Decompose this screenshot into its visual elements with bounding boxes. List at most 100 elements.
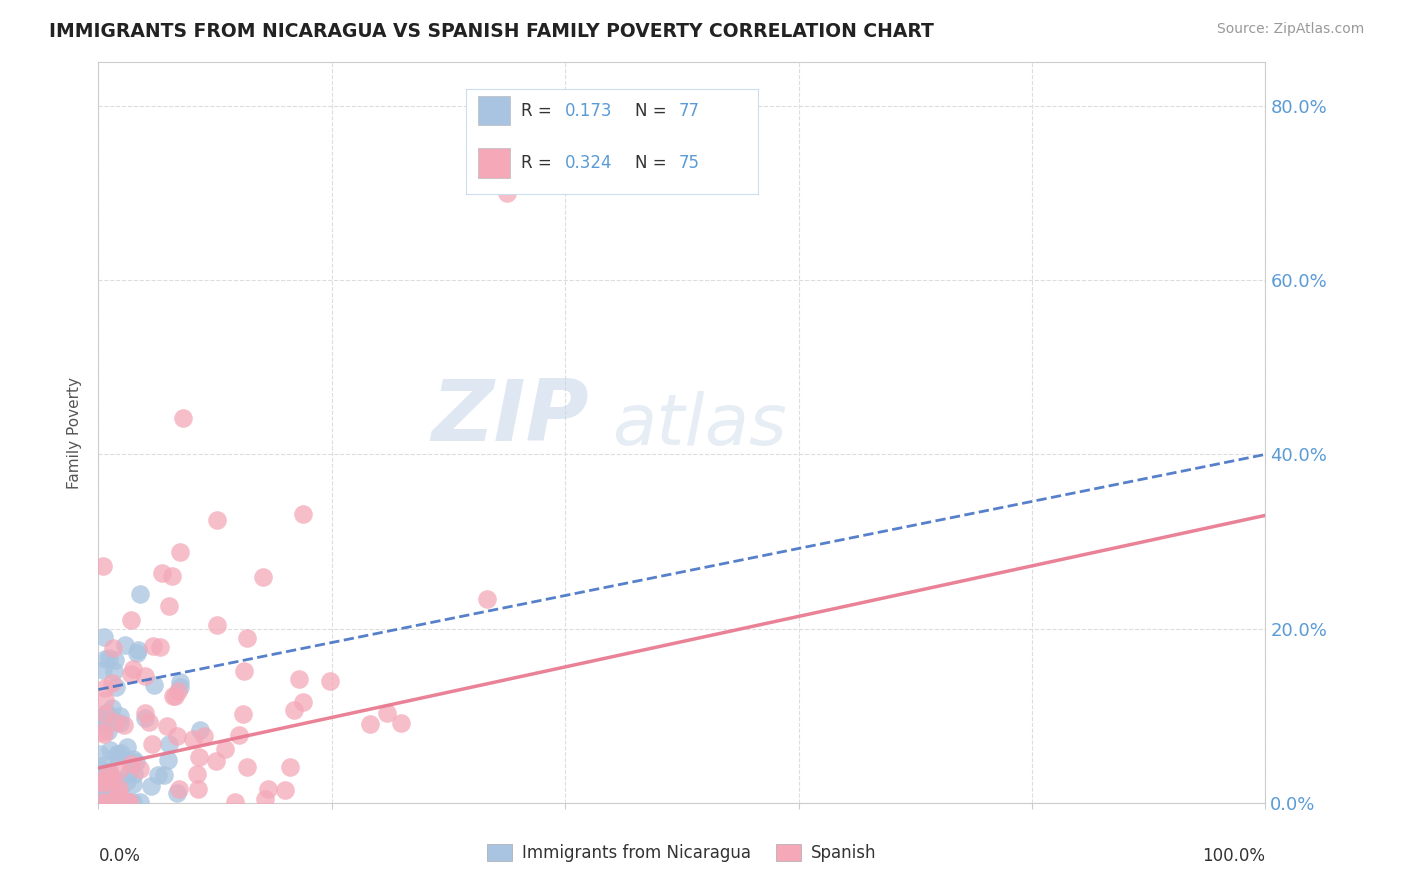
Immigrants from Nicaragua [89,782,111,797]
Immigrants from Nicaragua [98,765,121,780]
Immigrants from Nicaragua [96,781,118,796]
Immigrants from Nicaragua [105,748,128,763]
Immigrants from Nicaragua [101,788,124,802]
Immigrants from Nicaragua [104,680,127,694]
Immigrants from Nicaragua [112,795,135,809]
Immigrants from Nicaragua [188,723,211,737]
Spanish [375,706,398,720]
Immigrants from Nicaragua [115,773,138,788]
Immigrants from Nicaragua [104,653,127,667]
Spanish [291,695,314,709]
Spanish [101,640,124,655]
Immigrants from Nicaragua [169,675,191,690]
Immigrants from Nicaragua [114,639,136,653]
Immigrants from Nicaragua [96,770,118,784]
Spanish [288,672,311,686]
Immigrants from Nicaragua [146,768,169,782]
Immigrants from Nicaragua [110,708,132,723]
Spanish [98,766,121,780]
Immigrants from Nicaragua [89,795,111,809]
Immigrants from Nicaragua [96,769,118,783]
Spanish [181,732,204,747]
Immigrants from Nicaragua [127,643,149,657]
Immigrants from Nicaragua [98,743,121,757]
Spanish [94,707,117,722]
Immigrants from Nicaragua [90,795,112,809]
Immigrants from Nicaragua [129,795,152,809]
Text: 75: 75 [679,154,700,172]
Immigrants from Nicaragua [169,680,191,694]
Immigrants from Nicaragua [121,752,143,766]
Text: 0.0%: 0.0% [98,847,141,865]
Immigrants from Nicaragua [139,779,162,793]
Immigrants from Nicaragua [103,664,125,678]
Immigrants from Nicaragua [166,786,188,800]
Spanish [232,706,254,721]
Immigrants from Nicaragua [94,795,117,809]
Immigrants from Nicaragua [101,701,124,715]
Spanish [134,706,156,721]
Spanish [319,674,342,689]
Spanish [108,780,131,795]
Immigrants from Nicaragua [94,706,117,720]
Immigrants from Nicaragua [125,646,148,660]
Spanish [166,730,188,744]
Spanish [187,750,209,764]
Spanish [193,729,215,743]
Legend: Immigrants from Nicaragua, Spanish: Immigrants from Nicaragua, Spanish [481,837,883,869]
Immigrants from Nicaragua [97,650,120,665]
Spanish [257,781,280,796]
Spanish [167,683,190,698]
Spanish [96,769,118,783]
Immigrants from Nicaragua [89,784,111,798]
Immigrants from Nicaragua [118,766,141,780]
Spanish [93,726,115,740]
Spanish [108,764,131,778]
Immigrants from Nicaragua [156,754,179,768]
Immigrants from Nicaragua [89,792,111,806]
Spanish [389,716,412,731]
Immigrants from Nicaragua [96,706,118,721]
Immigrants from Nicaragua [93,795,115,809]
Spanish [117,795,139,809]
Spanish [253,792,276,806]
Immigrants from Nicaragua [91,795,114,809]
Immigrants from Nicaragua [97,723,120,738]
Spanish [96,795,118,809]
Spanish [94,681,117,695]
FancyBboxPatch shape [478,96,510,126]
Immigrants from Nicaragua [93,630,115,644]
Spanish [150,566,173,580]
Immigrants from Nicaragua [122,777,145,791]
Spanish [187,782,209,797]
Immigrants from Nicaragua [96,789,118,803]
Spanish [172,411,194,425]
Spanish [128,762,150,776]
Immigrants from Nicaragua [98,764,121,778]
Spanish [280,760,302,774]
Text: 0.173: 0.173 [565,102,613,120]
Immigrants from Nicaragua [108,795,131,809]
Spanish [91,559,114,574]
Spanish [112,718,135,732]
Immigrants from Nicaragua [110,746,132,760]
Spanish [496,186,519,200]
Spanish [165,689,187,703]
Spanish [232,664,254,678]
Spanish [103,715,125,730]
Spanish [94,693,117,707]
Spanish [103,792,125,806]
Text: N =: N = [636,154,672,172]
Spanish [91,725,114,739]
Spanish [90,775,112,789]
Immigrants from Nicaragua [115,740,138,755]
Immigrants from Nicaragua [91,764,114,779]
Immigrants from Nicaragua [91,789,114,804]
Spanish [93,776,115,790]
Immigrants from Nicaragua [89,747,111,761]
Spanish [100,772,122,787]
Immigrants from Nicaragua [93,757,115,772]
Immigrants from Nicaragua [91,780,114,795]
FancyBboxPatch shape [478,148,510,178]
Spanish [107,785,129,799]
